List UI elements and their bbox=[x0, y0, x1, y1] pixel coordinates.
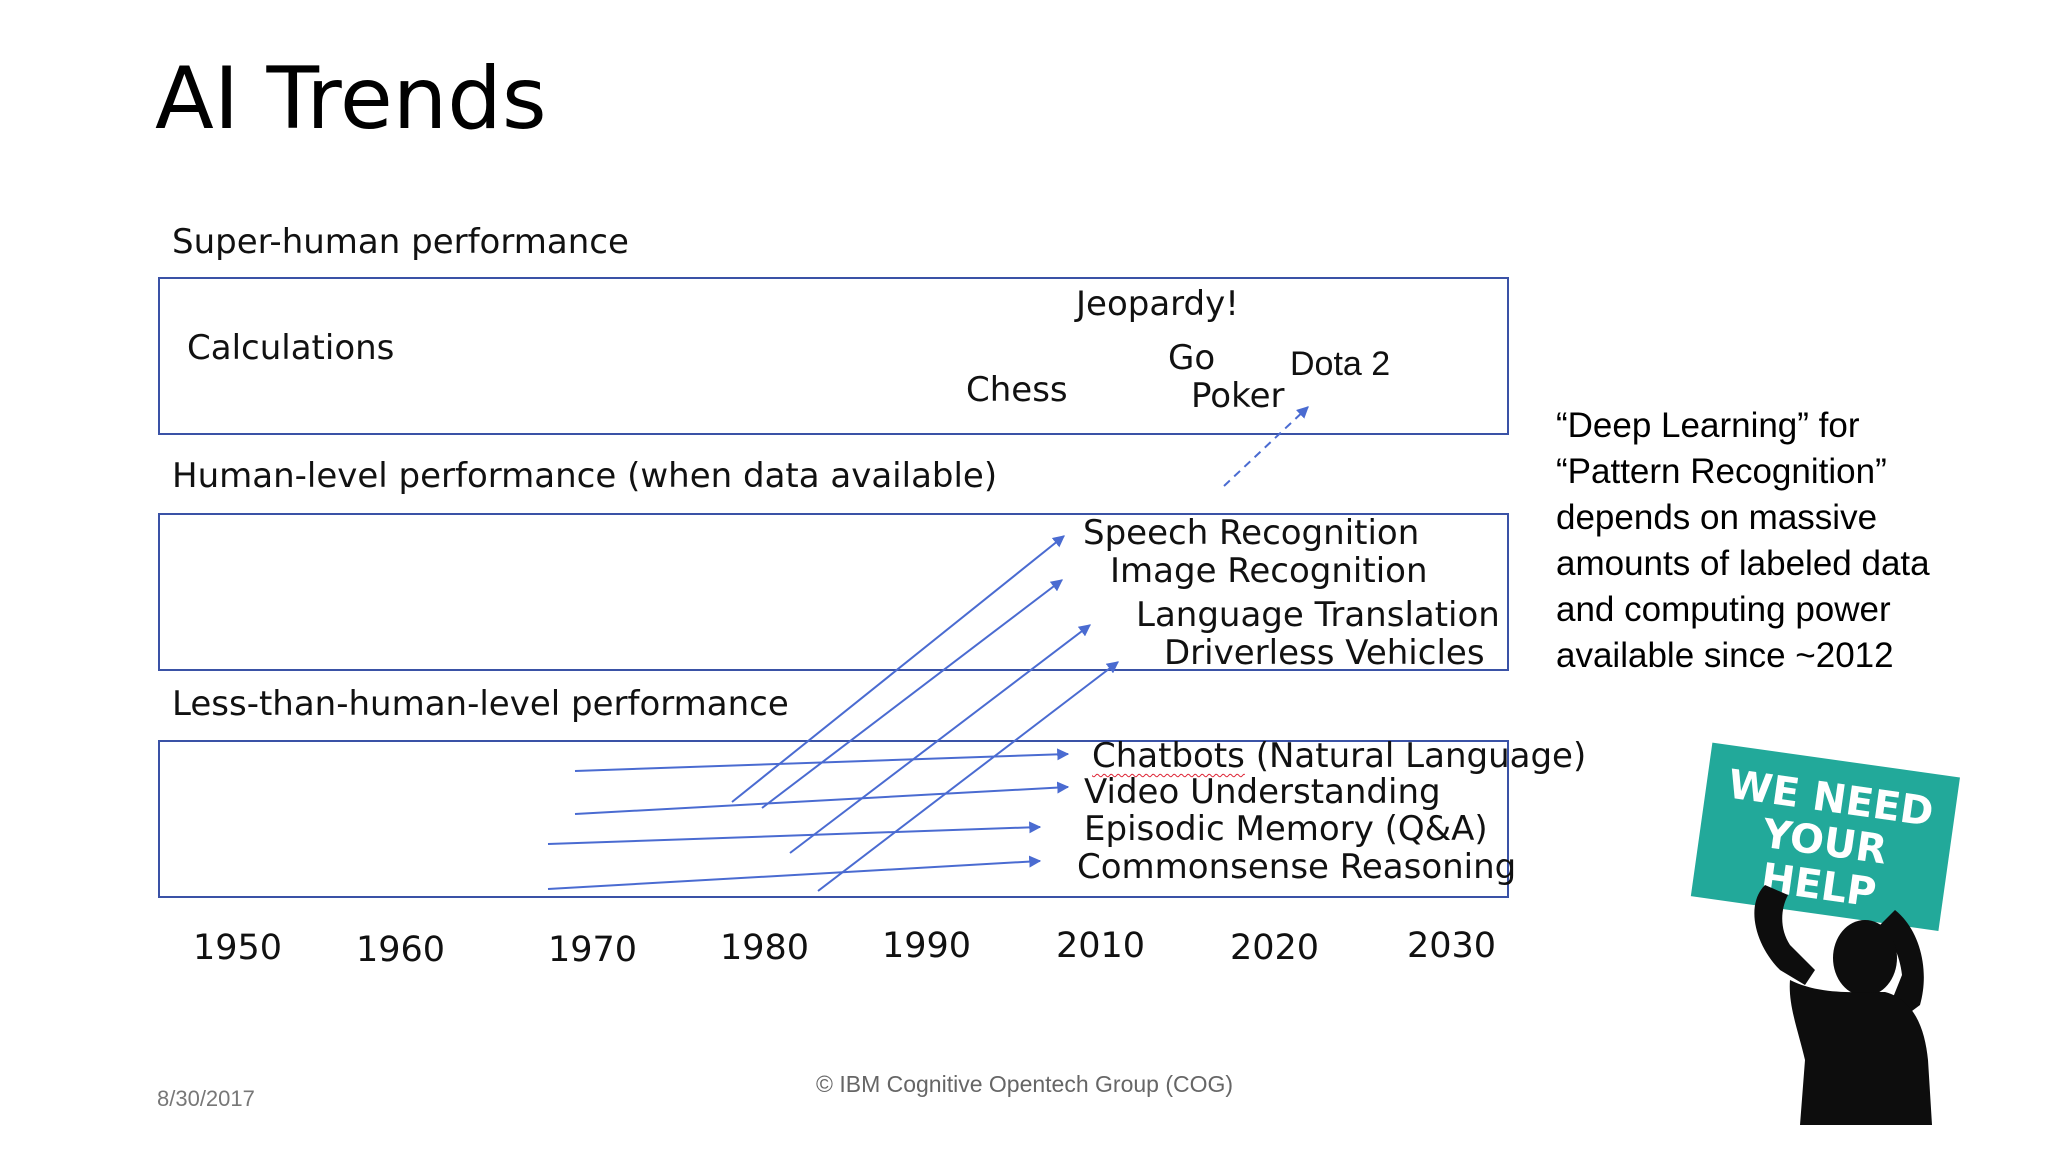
slide-title: AI Trends bbox=[155, 49, 547, 149]
arrow-dota-dashed bbox=[1223, 406, 1309, 487]
note-line: “Deep Learning” for bbox=[1556, 406, 1860, 445]
year-1980: 1980 bbox=[720, 928, 810, 968]
band-less-than-human bbox=[158, 740, 1509, 898]
year-1970: 1970 bbox=[548, 930, 638, 970]
arrow-translation bbox=[789, 624, 1091, 854]
note-line: “Pattern Recognition” bbox=[1556, 452, 1887, 491]
note-line: and computing power bbox=[1556, 590, 1891, 629]
item-chatbots: Chatbots (Natural Language) bbox=[1092, 736, 1586, 776]
note-line: available since ~2012 bbox=[1556, 636, 1894, 675]
year-2010: 2010 bbox=[1056, 926, 1146, 966]
item-poker: Poker bbox=[1191, 376, 1285, 416]
item-chess: Chess bbox=[966, 370, 1068, 410]
item-driverless-vehicles: Driverless Vehicles bbox=[1164, 633, 1485, 673]
item-dota-2: Dota 2 bbox=[1290, 345, 1391, 383]
section-label-super-human: Super-human performance bbox=[172, 222, 629, 262]
year-1990: 1990 bbox=[882, 926, 972, 966]
chatbots-word: Chatbots bbox=[1092, 736, 1245, 776]
arrow-video bbox=[574, 781, 1070, 815]
arrow-image bbox=[761, 579, 1063, 809]
note-line: amounts of labeled data bbox=[1556, 544, 1930, 583]
arrow-commonsense bbox=[547, 855, 1042, 890]
year-2020: 2020 bbox=[1230, 928, 1320, 968]
band-super-human bbox=[158, 277, 1509, 435]
year-1960: 1960 bbox=[356, 930, 446, 970]
item-jeopardy: Jeopardy! bbox=[1076, 284, 1239, 324]
arrow-episodic bbox=[547, 821, 1042, 845]
sign-board bbox=[1690, 742, 1960, 931]
item-commonsense-reasoning: Commonsense Reasoning bbox=[1077, 847, 1517, 887]
band-human-level bbox=[158, 513, 1509, 671]
deep-learning-note: “Deep Learning” for “Pattern Recognition… bbox=[1556, 403, 1986, 679]
section-label-less-than-human: Less-than-human-level performance bbox=[172, 684, 789, 724]
footer-date: 8/30/2017 bbox=[157, 1086, 255, 1111]
year-1950: 1950 bbox=[193, 928, 283, 968]
section-label-human-level: Human-level performance (when data avail… bbox=[172, 456, 998, 496]
chatbots-suffix: (Natural Language) bbox=[1244, 736, 1587, 776]
footer-copyright: © IBM Cognitive Opentech Group (COG) bbox=[816, 1071, 1234, 1097]
item-go: Go bbox=[1168, 338, 1216, 378]
person-silhouette bbox=[1754, 885, 1932, 1125]
item-episodic-memory: Episodic Memory (Q&A) bbox=[1084, 809, 1488, 849]
note-line: depends on massive bbox=[1556, 498, 1878, 537]
we-need-your-help-illustration: WE NEED YOUR HELP bbox=[1690, 742, 1960, 1125]
year-2030: 2030 bbox=[1407, 926, 1497, 966]
item-calculations: Calculations bbox=[187, 328, 395, 368]
arrow-driverless bbox=[817, 661, 1119, 892]
item-language-translation: Language Translation bbox=[1136, 595, 1500, 635]
item-video-understanding: Video Understanding bbox=[1084, 772, 1441, 812]
arrow-speech bbox=[731, 535, 1065, 803]
item-speech-recognition: Speech Recognition bbox=[1083, 513, 1420, 553]
item-image-recognition: Image Recognition bbox=[1110, 551, 1428, 591]
